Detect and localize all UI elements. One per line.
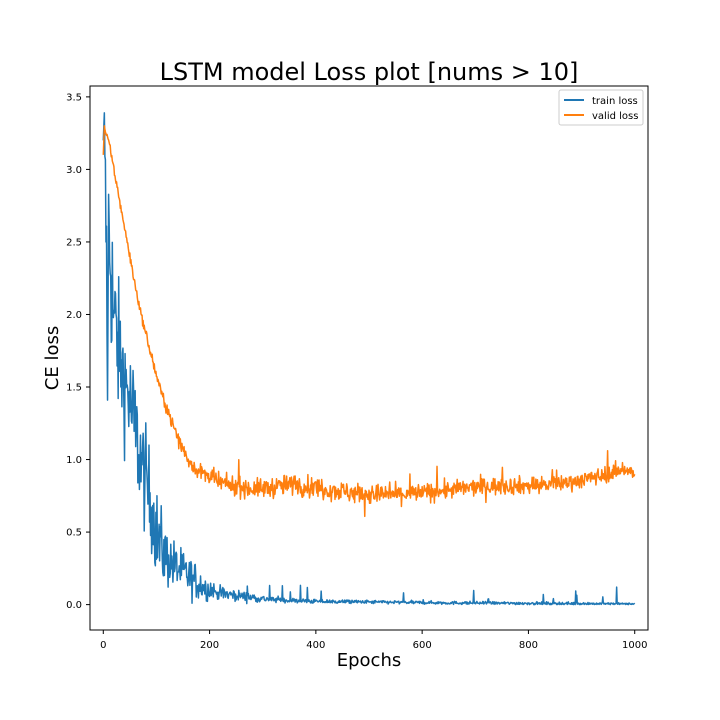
- x-axis-label: Epochs: [337, 650, 402, 671]
- x-tick-label: 200: [200, 640, 219, 651]
- series-line-train-loss: [102, 112, 636, 606]
- y-tick-label: 0.0: [66, 600, 82, 611]
- y-tick-label: 2.0: [66, 310, 82, 321]
- legend-box: [558, 89, 644, 126]
- plot-frame: [89, 85, 649, 631]
- y-axis: 0.0 0.5 1.0 1.5 2.0 2.5 3.0 3.5: [66, 92, 90, 611]
- x-tick-label: 800: [519, 640, 538, 651]
- y-tick-label: 1.0: [66, 455, 82, 466]
- y-tick-label: 3.5: [66, 92, 82, 103]
- y-tick-label: 3.0: [66, 165, 82, 176]
- legend: train loss valid loss: [558, 89, 644, 126]
- series-line-valid-loss: [102, 125, 636, 518]
- x-tick-label: 400: [306, 640, 325, 651]
- y-axis-label: CE loss: [42, 326, 63, 390]
- y-tick-label: 0.5: [66, 528, 82, 539]
- x-tick-label: 600: [413, 640, 432, 651]
- y-tick-label: 1.5: [66, 383, 82, 394]
- legend-label-valid: valid loss: [592, 111, 638, 122]
- legend-label-train: train loss: [592, 96, 638, 107]
- x-tick-label: 0: [100, 640, 106, 651]
- x-tick-label: 1000: [622, 640, 647, 651]
- y-tick-label: 2.5: [66, 237, 82, 248]
- x-axis: 0 200 400 600 800 1000: [100, 630, 647, 651]
- series-layer: [102, 112, 636, 606]
- chart-title: LSTM model Loss plot [nums > 10]: [160, 58, 579, 86]
